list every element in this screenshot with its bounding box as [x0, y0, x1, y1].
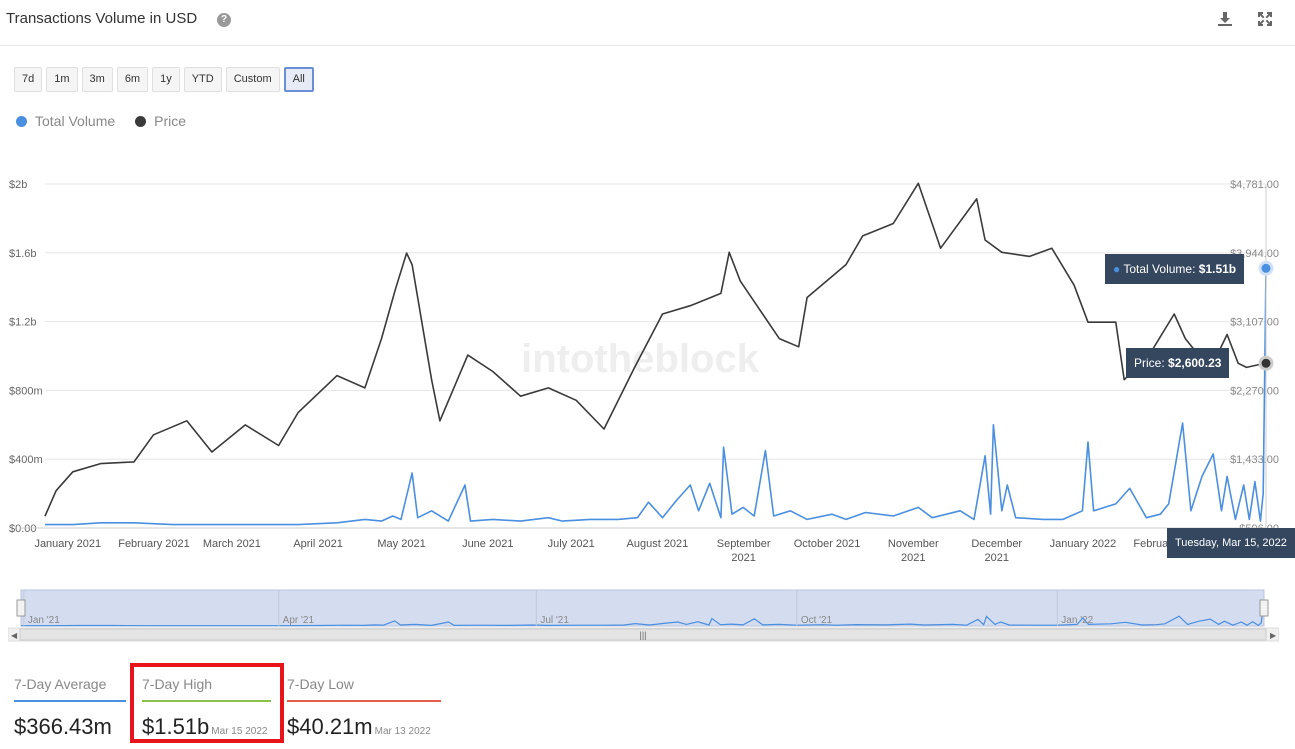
- watermark-text: intotheblock: [521, 337, 760, 381]
- series-line-total-volume: [45, 268, 1267, 526]
- stat-label: 7-Day High: [142, 676, 271, 702]
- y-left-tick-label: $1.6b: [9, 248, 37, 260]
- marker-price: [1258, 355, 1274, 371]
- stat-7day-high: 7-Day High $1.51b Mar 15 2022: [142, 676, 271, 740]
- navigator-series: [21, 601, 1265, 627]
- x-tick-label: November 2021: [888, 538, 939, 564]
- range-7d-button[interactable]: 7d: [14, 67, 43, 92]
- range-1m-button[interactable]: 1m: [46, 67, 78, 92]
- tooltip-price-label: Price:: [1134, 356, 1165, 370]
- y-right-tick-label: $4,781.00: [1230, 179, 1279, 191]
- y-right-tick-label: $3,107.00: [1230, 317, 1279, 329]
- stat-date: Mar 13 2022: [374, 726, 431, 737]
- stat-7day-low: 7-Day Low $40.21m Mar 13 2022: [287, 676, 441, 740]
- scroll-left-icon[interactable]: ◀: [11, 631, 18, 640]
- question-circle-icon[interactable]: ?: [217, 13, 231, 27]
- y-left-tick-label: $1.2b: [9, 317, 37, 329]
- legend-item-total-volume[interactable]: Total Volume: [16, 113, 115, 129]
- scrollbar-grip-icon: |||: [639, 630, 646, 640]
- stat-label: 7-Day Low: [287, 676, 441, 702]
- tooltip-dot-icon: ●: [1113, 262, 1121, 276]
- stat-value: $366.43m: [14, 714, 126, 740]
- stat-value: $1.51b Mar 15 2022: [142, 714, 271, 740]
- x-tick-label: May 2021: [377, 538, 425, 550]
- tooltip-volume-label: Total Volume:: [1123, 262, 1196, 276]
- legend-dot-icon: [135, 115, 147, 127]
- expand-icon[interactable]: [1256, 10, 1274, 28]
- range-6m-button[interactable]: 6m: [116, 67, 149, 92]
- navigator-label: Jul '21: [540, 615, 569, 626]
- main-chart[interactable]: intotheblock $0.00 $400m $800m $1.2b $1.6b $2b…: [0, 150, 1295, 570]
- x-tick-label: October 2021: [794, 538, 861, 550]
- x-tick-label: April 2021: [293, 538, 343, 550]
- navigator-scrollbar-thumb[interactable]: [19, 628, 1267, 641]
- x-tick-label: June 2021: [462, 538, 513, 550]
- y-left-tick-label: $0.00: [9, 523, 37, 535]
- tooltip-date-text: Tuesday, Mar 15, 2022: [1175, 537, 1287, 549]
- x-tick-label: August 2021: [627, 538, 689, 550]
- navigator-label: Oct '21: [801, 615, 833, 626]
- legend-label: Price: [154, 113, 187, 129]
- tooltip-volume-value: $1.51b: [1198, 262, 1237, 276]
- page-title: Transactions Volume in USD: [6, 10, 198, 27]
- stat-value: $40.21m Mar 13 2022: [287, 714, 441, 740]
- chart-header: Transactions Volume in USD ?: [0, 0, 1295, 46]
- x-tick-label: February 2021: [118, 538, 190, 550]
- x-tick-label: July 2021: [548, 538, 595, 550]
- range-ytd-button[interactable]: YTD: [183, 67, 222, 92]
- x-tick-label: January 2022: [1050, 538, 1117, 550]
- legend-dot-icon: [16, 115, 27, 127]
- y-left-tick-label: $400m: [9, 454, 43, 466]
- x-tick-label: September 2021: [717, 538, 771, 564]
- y-right-tick-label: $2,270.00: [1230, 385, 1279, 397]
- legend-item-price[interactable]: Price: [135, 113, 186, 129]
- legend-label: Total Volume: [35, 113, 116, 129]
- range-1y-button[interactable]: 1y: [152, 67, 180, 92]
- chart-legend: Total Volume Price: [16, 113, 186, 129]
- scroll-right-icon[interactable]: ▶: [1270, 631, 1277, 640]
- tooltip-total-volume: ● Total Volume: $1.51b: [1105, 254, 1245, 284]
- download-icon[interactable]: [1216, 10, 1234, 28]
- tooltip-date: Tuesday, Mar 15, 2022: [1167, 528, 1295, 558]
- highlight-box: [130, 663, 284, 743]
- x-tick-label: March 2021: [203, 538, 261, 550]
- navigator-handle-left[interactable]: [16, 599, 26, 617]
- navigator-label: Jan '21: [28, 615, 60, 626]
- stat-value-text: $40.21m: [287, 714, 373, 739]
- y-left-tick-label: $2b: [9, 179, 27, 191]
- y-right-tick-label: $1,433.00: [1230, 454, 1279, 466]
- x-tick-label: December 2021: [971, 538, 1022, 564]
- x-tick-label: January 2021: [34, 538, 101, 550]
- tooltip-price: Price: $2,600.23: [1126, 348, 1230, 378]
- navigator-handle-right[interactable]: [1259, 599, 1269, 617]
- range-selector: 7d 1m 3m 6m 1y YTD Custom All: [14, 67, 314, 92]
- stat-value-text: $1.51b: [142, 714, 210, 739]
- navigator-label: Apr '21: [283, 615, 315, 626]
- marker-total-volume: [1258, 260, 1274, 276]
- range-3m-button[interactable]: 3m: [81, 67, 113, 92]
- range-all-button[interactable]: All: [283, 67, 314, 92]
- stat-7day-average: 7-Day Average $366.43m: [14, 676, 126, 740]
- stat-date: Mar 15 2022: [211, 726, 268, 737]
- stat-label: 7-Day Average: [14, 676, 126, 702]
- tooltip-price-value: $2,600.23: [1168, 356, 1222, 370]
- navigator-label: Jan '22: [1061, 615, 1093, 626]
- stat-value-text: $366.43m: [14, 714, 112, 739]
- range-navigator[interactable]: Jan '21 Apr '21 Jul '21 Oct '21 Jan '22 ||| ◀ ▶: [8, 588, 1279, 642]
- y-left-tick-label: $800m: [9, 385, 43, 397]
- range-custom-button[interactable]: Custom: [225, 67, 280, 92]
